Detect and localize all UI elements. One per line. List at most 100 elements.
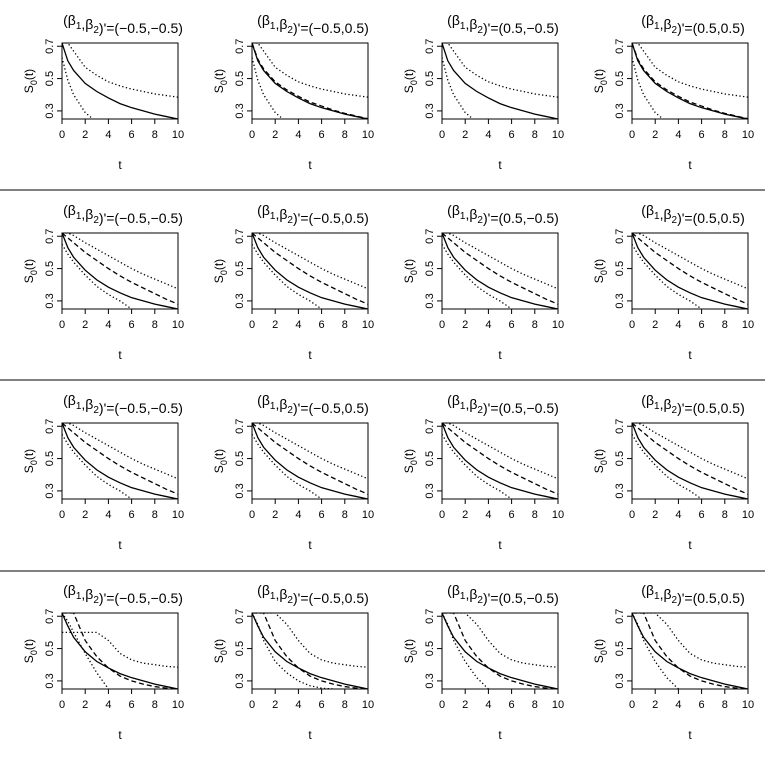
series-dashed-2 bbox=[632, 43, 748, 119]
x-tick-label: 0 bbox=[59, 319, 65, 331]
x-tick-label: 2 bbox=[82, 319, 88, 331]
y-tick-label: 0.7 bbox=[234, 229, 246, 244]
series-solid-1 bbox=[252, 423, 368, 499]
y-tick-label: 0.5 bbox=[44, 641, 56, 656]
y-tick-label: 0.7 bbox=[614, 39, 626, 54]
panel-r3c3: (β1,β2)'=(0.5,−0.5) 0 2 4 6 8 10 0.3 0.5 0.7 t S0(t… bbox=[402, 392, 564, 552]
plot-frame bbox=[441, 42, 559, 120]
panel-r3c1: (β1,β2)'=(−0.5,−0.5) 0 2 4 6 8 10 0.3 0.5 0.7 t S0(… bbox=[22, 392, 184, 552]
x-tick-label: 6 bbox=[699, 319, 705, 331]
series-dashed-2 bbox=[442, 423, 558, 495]
x-tick-label: 6 bbox=[129, 509, 135, 521]
x-tick-label: 2 bbox=[272, 699, 278, 711]
x-tick-label: 4 bbox=[105, 509, 111, 521]
x-tick-label: 6 bbox=[509, 319, 515, 331]
x-tick-label: 10 bbox=[552, 509, 564, 521]
x-tick-label: 10 bbox=[362, 319, 374, 331]
y-tick-label: 0.5 bbox=[234, 641, 246, 656]
y-tick-label: 0.3 bbox=[234, 483, 246, 498]
y-axis-label: S0(t) bbox=[402, 69, 419, 93]
series-dotted-3 bbox=[632, 43, 748, 98]
x-tick-label: 2 bbox=[652, 509, 658, 521]
series-dashed-2 bbox=[62, 423, 178, 495]
x-axis-label: t bbox=[688, 728, 692, 742]
series-dotted-3 bbox=[632, 423, 748, 480]
x-tick-label: 10 bbox=[362, 699, 374, 711]
y-tick-label: 0.5 bbox=[234, 451, 246, 466]
panel-title: (β1,β2)'=(0.5,0.5) bbox=[641, 202, 744, 226]
panel-title: (β1,β2)'=(0.5,0.5) bbox=[641, 392, 744, 416]
y-axis-label: S0(t) bbox=[22, 69, 39, 93]
row-separators bbox=[0, 189, 765, 572]
x-tick-label: 0 bbox=[629, 699, 635, 711]
x-tick-label: 4 bbox=[485, 699, 491, 711]
x-tick-label: 8 bbox=[722, 699, 728, 711]
x-tick-label: 4 bbox=[675, 319, 681, 331]
y-axis-label: S0(t) bbox=[212, 259, 229, 283]
panel-r1c2: (β1,β2)'=(−0.5,0.5) 0 2 4 6 8 10 0.3 0.5 0.7 t S0(t… bbox=[212, 12, 374, 172]
series-dashed-2 bbox=[62, 233, 178, 305]
x-tick-label: 4 bbox=[295, 319, 301, 331]
x-axis-label: t bbox=[308, 538, 312, 552]
y-tick-label: 0.7 bbox=[44, 229, 56, 244]
series-solid-1 bbox=[632, 43, 748, 119]
panel-r1c3: (β1,β2)'=(0.5,−0.5) 0 2 4 6 8 10 0.3 0.5 0.7 t S0(t… bbox=[402, 12, 564, 172]
x-tick-label: 2 bbox=[82, 129, 88, 141]
series-dotted-4 bbox=[442, 57, 474, 119]
x-tick-label: 4 bbox=[485, 509, 491, 521]
y-tick-label: 0.5 bbox=[614, 451, 626, 466]
x-axis-label: t bbox=[688, 538, 692, 552]
y-tick-label: 0.5 bbox=[614, 261, 626, 276]
y-tick-label: 0.3 bbox=[44, 293, 56, 308]
x-tick-label: 6 bbox=[699, 699, 705, 711]
x-axis-label: t bbox=[118, 538, 122, 552]
panel-r4c4: (β1,β2)'=(0.5,0.5) 0 2 4 6 8 10 0.3 0.5 0.7 t S0(t) bbox=[592, 582, 754, 742]
x-tick-label: 6 bbox=[319, 509, 325, 521]
series-dotted-4 bbox=[62, 613, 109, 689]
y-tick-label: 0.5 bbox=[234, 261, 246, 276]
series-dashed-2 bbox=[252, 43, 368, 119]
y-axis-label: S0(t) bbox=[402, 449, 419, 473]
panel-r4c1: (β1,β2)'=(−0.5,−0.5) 0 2 4 6 8 10 0.3 0.5 0.7 t S0(… bbox=[22, 582, 184, 742]
x-tick-label: 10 bbox=[172, 699, 184, 711]
x-tick-label: 6 bbox=[319, 699, 325, 711]
series-dashed-2 bbox=[252, 233, 368, 305]
x-tick-label: 6 bbox=[509, 129, 515, 141]
x-tick-label: 8 bbox=[152, 509, 158, 521]
series-dotted-3 bbox=[442, 423, 558, 480]
x-tick-label: 10 bbox=[552, 699, 564, 711]
series-dotted-3 bbox=[442, 613, 558, 668]
series-dotted-3 bbox=[252, 613, 368, 668]
x-tick-label: 8 bbox=[722, 319, 728, 331]
x-tick-label: 2 bbox=[272, 319, 278, 331]
x-tick-label: 6 bbox=[319, 319, 325, 331]
x-tick-label: 4 bbox=[485, 129, 491, 141]
x-tick-label: 2 bbox=[82, 699, 88, 711]
x-tick-label: 10 bbox=[362, 129, 374, 141]
plot-frame bbox=[631, 422, 749, 500]
x-tick-label: 8 bbox=[342, 319, 348, 331]
y-tick-label: 0.3 bbox=[44, 483, 56, 498]
x-axis-label: t bbox=[308, 728, 312, 742]
x-tick-label: 10 bbox=[742, 129, 754, 141]
x-tick-label: 8 bbox=[532, 319, 538, 331]
series-dotted-3 bbox=[442, 233, 558, 290]
y-axis-label: S0(t) bbox=[212, 639, 229, 663]
y-axis-label: S0(t) bbox=[212, 449, 229, 473]
x-tick-label: 6 bbox=[509, 509, 515, 521]
panel-title: (β1,β2)'=(−0.5,−0.5) bbox=[63, 202, 183, 226]
series-dashed-2 bbox=[632, 233, 748, 305]
y-axis-label: S0(t) bbox=[592, 639, 609, 663]
x-tick-label: 4 bbox=[105, 699, 111, 711]
x-tick-label: 6 bbox=[129, 319, 135, 331]
x-tick-label: 2 bbox=[272, 509, 278, 521]
panel-title: (β1,β2)'=(−0.5,0.5) bbox=[257, 202, 369, 226]
y-tick-label: 0.7 bbox=[424, 229, 436, 244]
series-dashed-2 bbox=[442, 613, 558, 689]
series-dashed-2 bbox=[442, 233, 558, 305]
series-solid-1 bbox=[252, 43, 368, 119]
x-axis-label: t bbox=[118, 728, 122, 742]
panel-title: (β1,β2)'=(−0.5,−0.5) bbox=[63, 392, 183, 416]
x-tick-label: 2 bbox=[652, 699, 658, 711]
